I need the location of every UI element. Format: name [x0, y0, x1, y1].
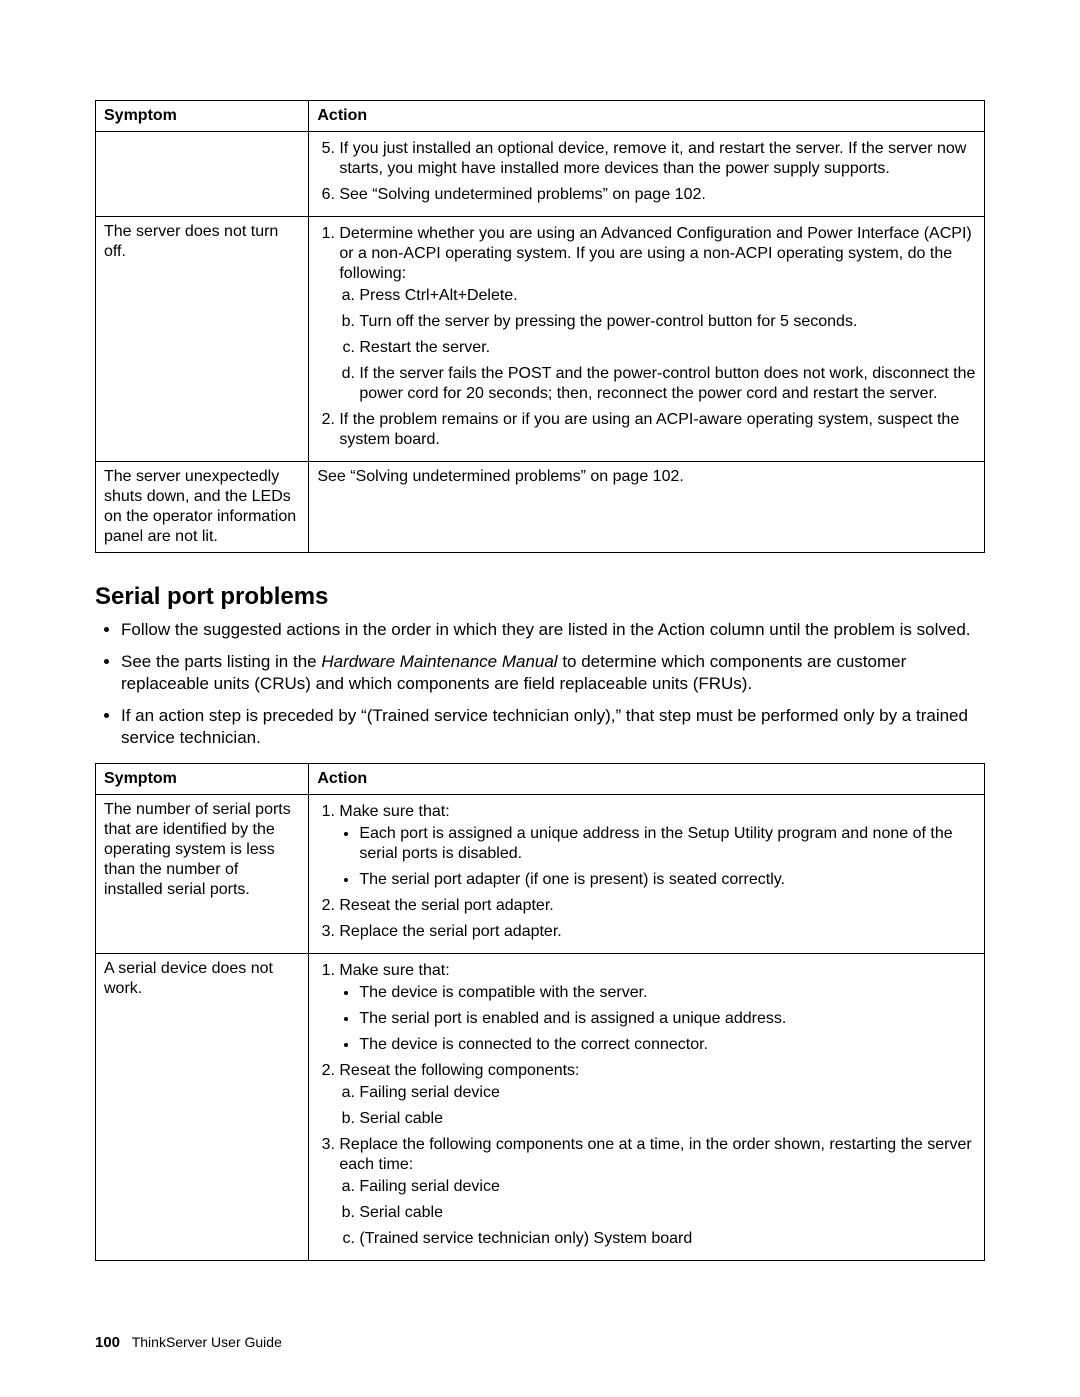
substep: Turn off the server by pressing the powe… [359, 312, 976, 332]
action-step: Make sure that: Each port is assigned a … [339, 802, 976, 890]
col-action-header: Action [309, 101, 985, 132]
intro-bullet: If an action step is preceded by “(Train… [121, 705, 985, 749]
table-row: The number of serial ports that are iden… [96, 795, 985, 954]
section-heading-serial-port-problems: Serial port problems [95, 583, 985, 611]
action-step-text: Determine whether you are using an Advan… [339, 225, 971, 282]
action-cell: Make sure that: The device is compatible… [309, 954, 985, 1261]
symptom-cell: The number of serial ports that are iden… [96, 795, 309, 954]
power-problems-table: Symptom Action If you just installed an … [95, 100, 985, 553]
sub-bullet: The serial port adapter (if one is prese… [359, 870, 976, 890]
substep: Press Ctrl+Alt+Delete. [359, 286, 976, 306]
action-cell: If you just installed an optional device… [309, 132, 985, 217]
symptom-cell [96, 132, 309, 217]
col-symptom-header: Symptom [96, 101, 309, 132]
col-action-header: Action [309, 764, 985, 795]
action-step: If the problem remains or if you are usi… [339, 410, 976, 450]
sub-bullet: The device is connected to the correct c… [359, 1035, 976, 1055]
page-footer: 100 ThinkServer User Guide [95, 1334, 282, 1351]
action-step: Make sure that: The device is compatible… [339, 961, 976, 1055]
table-row: The server unexpectedly shuts down, and … [96, 462, 985, 553]
table-header-row: Symptom Action [96, 764, 985, 795]
sub-bullet: The device is compatible with the server… [359, 983, 976, 1003]
action-step-text: Make sure that: [339, 803, 449, 820]
doc-title: ThinkServer User Guide [132, 1334, 282, 1350]
action-step-text: Replace the following components one at … [339, 1136, 971, 1173]
sub-bullet: Each port is assigned a unique address i… [359, 824, 976, 864]
page-number: 100 [95, 1334, 120, 1351]
symptom-cell: The server does not turn off. [96, 217, 309, 462]
action-step: Reseat the serial port adapter. [339, 896, 976, 916]
table-row: If you just installed an optional device… [96, 132, 985, 217]
table-row: A serial device does not work. Make sure… [96, 954, 985, 1261]
action-step: Replace the serial port adapter. [339, 922, 976, 942]
action-cell: Make sure that: Each port is assigned a … [309, 795, 985, 954]
symptom-cell: A serial device does not work. [96, 954, 309, 1261]
intro-text: See the parts listing in the [121, 652, 321, 671]
table-header-row: Symptom Action [96, 101, 985, 132]
substep: If the server fails the POST and the pow… [359, 364, 976, 404]
substep: Failing serial device [359, 1177, 976, 1197]
intro-bullet: See the parts listing in the Hardware Ma… [121, 651, 985, 695]
action-cell: Determine whether you are using an Advan… [309, 217, 985, 462]
intro-bullets: Follow the suggested actions in the orde… [95, 619, 985, 749]
action-step: Reseat the following components: Failing… [339, 1061, 976, 1129]
manual-title-italic: Hardware Maintenance Manual [321, 652, 557, 671]
action-cell: See “Solving undetermined problems” on p… [309, 462, 985, 553]
document-page: Symptom Action If you just installed an … [0, 0, 1080, 1397]
action-step-text: Reseat the following components: [339, 1062, 579, 1079]
substep: Serial cable [359, 1109, 976, 1129]
substep: Failing serial device [359, 1083, 976, 1103]
action-step: See “Solving undetermined problems” on p… [339, 185, 976, 205]
serial-port-problems-table: Symptom Action The number of serial port… [95, 763, 985, 1261]
action-step: Replace the following components one at … [339, 1135, 976, 1249]
substep: Serial cable [359, 1203, 976, 1223]
action-step: Determine whether you are using an Advan… [339, 224, 976, 404]
sub-bullet: The serial port is enabled and is assign… [359, 1009, 976, 1029]
substep: (Trained service technician only) System… [359, 1229, 976, 1249]
action-step: If you just installed an optional device… [339, 139, 976, 179]
intro-bullet: Follow the suggested actions in the orde… [121, 619, 985, 641]
col-symptom-header: Symptom [96, 764, 309, 795]
substep: Restart the server. [359, 338, 976, 358]
action-step-text: Make sure that: [339, 962, 449, 979]
table-row: The server does not turn off. Determine … [96, 217, 985, 462]
symptom-cell: The server unexpectedly shuts down, and … [96, 462, 309, 553]
